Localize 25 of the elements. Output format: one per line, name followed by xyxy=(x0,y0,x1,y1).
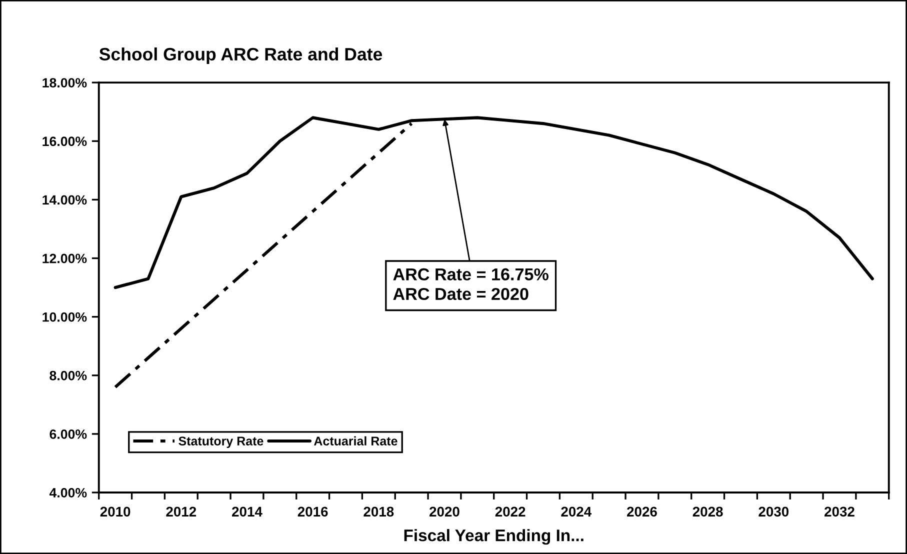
legend-label: Statutory Rate xyxy=(178,436,264,448)
y-tick-label: 14.00% xyxy=(42,195,87,205)
y-tick-label: 16.00% xyxy=(42,136,87,146)
annotation: ARC Rate = 16.75% ARC Date = 2020 xyxy=(393,268,548,300)
x-tick-label: 2010 xyxy=(100,506,130,517)
x-tick-label: 2024 xyxy=(561,506,592,517)
chart-title: School Group ARC Rate and Date xyxy=(99,47,382,64)
x-tick-label: 2020 xyxy=(430,506,460,517)
x-tick-label: 2012 xyxy=(166,506,196,517)
x-tick-label: 2026 xyxy=(627,506,657,517)
x-axis-title: Fiscal Year Ending In... xyxy=(404,529,584,545)
x-tick-label: 2028 xyxy=(692,506,723,517)
y-tick-label: 8.00% xyxy=(50,370,87,380)
y-tick-label: 18.00% xyxy=(42,78,87,88)
x-tick-label: 2032 xyxy=(824,506,854,517)
x-tick-label: 2014 xyxy=(232,506,262,517)
y-tick-label: 4.00% xyxy=(49,488,87,498)
x-tick-label: 2030 xyxy=(758,506,789,517)
y-tick-label: 10.00% xyxy=(42,312,87,322)
x-tick-label: 2016 xyxy=(298,506,328,517)
x-tick-label: 2022 xyxy=(495,506,526,517)
y-tick-label: 6.00% xyxy=(50,429,87,439)
y-tick-label: 12.00% xyxy=(42,254,87,264)
x-tick-label: 2018 xyxy=(364,506,394,517)
legend-label: Actuarial Rate xyxy=(314,436,398,446)
